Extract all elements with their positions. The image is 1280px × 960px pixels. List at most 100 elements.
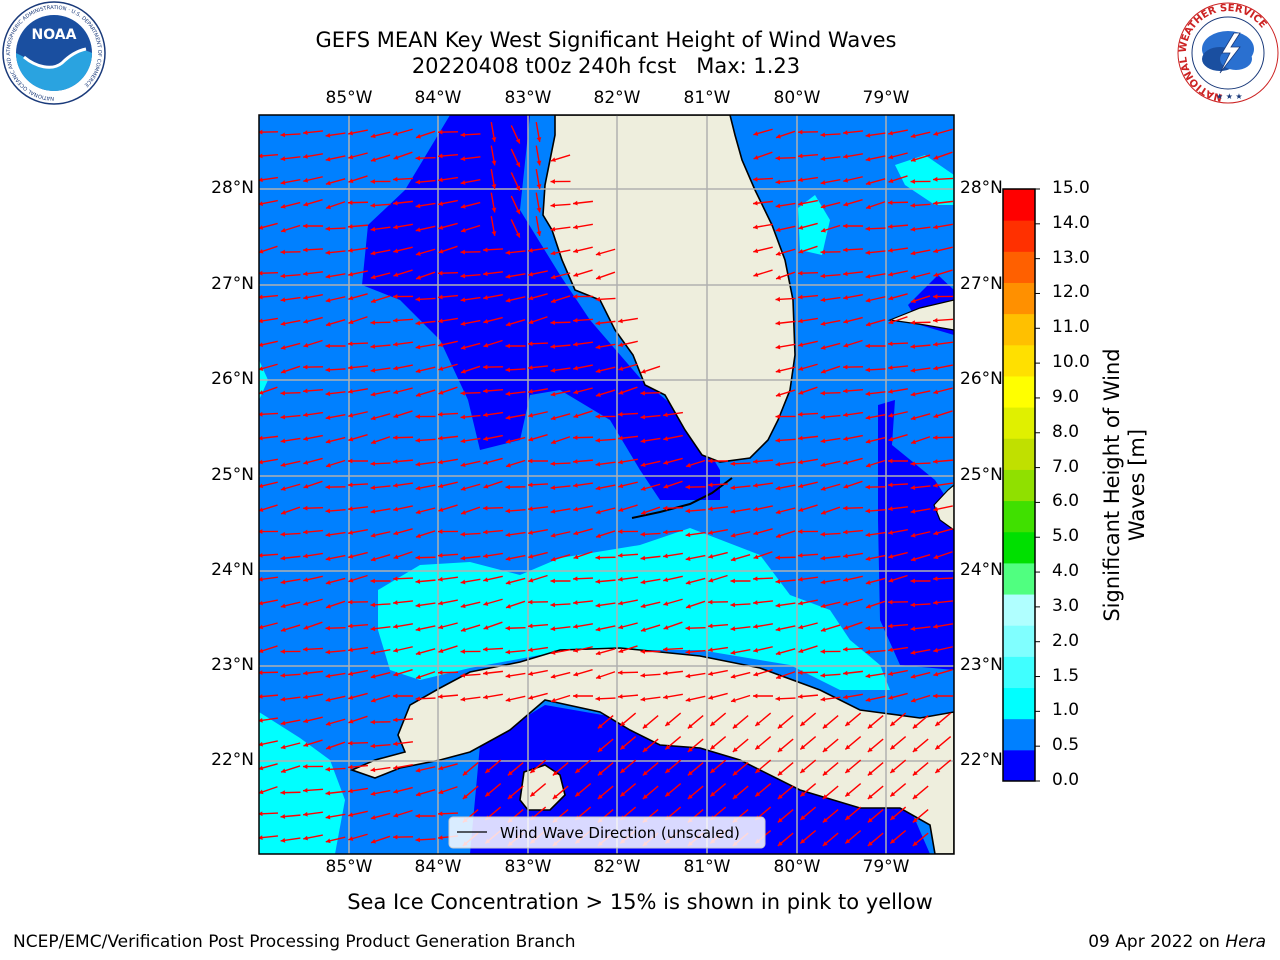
wave-arrow-head	[416, 275, 422, 280]
wave-arrow-head	[303, 223, 308, 229]
wave-arrow-head	[775, 626, 781, 632]
wave-arrow-head	[777, 841, 783, 846]
wave-arrow-head	[370, 391, 376, 397]
wave-arrow-head	[438, 553, 443, 558]
wave-arrow-head	[663, 553, 668, 559]
wave-arrow-head	[505, 484, 510, 490]
wave-arrow-head	[550, 344, 556, 349]
wave-arrow-head	[438, 459, 443, 465]
lat-label-right: 22°N	[960, 750, 1003, 770]
wave-arrow-head	[933, 294, 938, 299]
wave-arrow-head	[843, 670, 848, 676]
wave-arrow-head	[528, 530, 533, 535]
wave-arrow-head	[536, 160, 542, 166]
wave-arrow-head	[348, 200, 353, 206]
wave-arrow-head	[415, 461, 421, 467]
wave-arrow-head	[485, 768, 491, 773]
wave-arrow-head	[663, 577, 669, 583]
wave-arrow-head	[912, 770, 918, 776]
wave-arrow-head	[348, 295, 354, 301]
wave-arrow-head	[483, 601, 489, 606]
wave-arrow-head	[865, 532, 871, 538]
wave-arrow-head	[460, 414, 466, 420]
lat-label-left: 28°N	[211, 178, 254, 198]
wave-arrow-head	[595, 251, 601, 256]
wave-arrow-head	[708, 647, 713, 653]
wave-arrow-head	[798, 459, 803, 465]
wave-arrow-head	[732, 770, 738, 776]
wave-arrow-head	[280, 531, 286, 537]
wave-arrow-head	[822, 817, 828, 823]
wave-arrow-head	[912, 747, 918, 752]
colorbar-segment	[1003, 407, 1035, 439]
wave-arrow-head	[460, 156, 466, 162]
wave-arrow-head	[890, 768, 896, 773]
wave-arrow-head	[775, 461, 781, 467]
wave-arrow-head	[820, 156, 826, 162]
wave-arrow-head	[663, 412, 668, 418]
wave-arrow-head	[933, 155, 939, 160]
wave-arrow-head	[370, 767, 376, 773]
wave-arrow-head	[370, 179, 375, 184]
wave-arrow-head	[280, 790, 285, 796]
wave-arrow-head	[641, 369, 646, 374]
wave-arrow-head	[515, 138, 521, 144]
wave-arrow-head	[573, 459, 578, 464]
wave-arrow-head	[618, 694, 623, 699]
wave-arrow-head	[303, 529, 308, 535]
wave-arrow-head	[550, 320, 555, 326]
wave-arrow-head	[888, 389, 893, 394]
wave-arrow-head	[820, 249, 825, 255]
wave-arrow-head	[888, 695, 894, 700]
wave-arrow-head	[595, 320, 601, 326]
wave-arrow-head	[663, 625, 669, 630]
wave-arrow-head	[866, 604, 871, 609]
wave-arrow-head	[460, 579, 466, 585]
wave-arrow-head	[800, 768, 806, 773]
wave-arrow-head	[575, 791, 581, 797]
wave-arrow-head	[370, 415, 376, 421]
wave-arrow-head	[348, 671, 353, 676]
wave-arrow-head	[890, 721, 896, 726]
wave-arrow-head	[822, 747, 828, 752]
lat-label-left: 25°N	[211, 465, 254, 485]
wave-arrow-head	[550, 203, 556, 208]
wave-arrow-head	[730, 697, 736, 703]
wave-arrow-head	[415, 438, 421, 443]
wave-arrow-head	[775, 650, 781, 656]
wave-arrow-head	[325, 508, 331, 514]
wave-arrow-head	[820, 531, 826, 537]
wave-arrow-head	[618, 366, 624, 371]
wave-arrow-head	[393, 693, 398, 699]
wave-arrow-head	[865, 556, 871, 561]
lat-label-right: 25°N	[960, 465, 1003, 485]
colorbar-tick-label: 7.0	[1052, 456, 1080, 477]
wave-arrow-head	[708, 554, 714, 559]
wave-band-high-ne	[895, 155, 954, 205]
wave-arrow-head	[845, 838, 851, 844]
wave-arrow-head	[550, 485, 556, 490]
wave-arrow-head	[550, 650, 556, 655]
wave-arrow-head	[888, 436, 894, 442]
wave-arrow-head	[686, 604, 691, 609]
colorbar-segment	[1003, 594, 1035, 626]
wave-arrow-head	[888, 530, 893, 535]
colorbar-tick-label: 10.0	[1052, 352, 1090, 373]
wave-arrow-head	[798, 411, 803, 417]
wave-arrow-head	[505, 297, 511, 303]
wave-arrow-head	[911, 439, 916, 445]
wave-arrow-head	[483, 412, 488, 418]
wave-arrow-head	[393, 834, 398, 840]
wave-arrow-head	[325, 484, 330, 490]
wave-arrow-head	[280, 462, 286, 468]
wave-arrow-head	[303, 788, 308, 793]
wave-arrow-head	[259, 670, 263, 676]
wave-arrow-head	[393, 341, 398, 347]
wave-arrow-head	[888, 365, 893, 370]
wave-arrow-head	[888, 295, 894, 301]
wave-arrow-head	[910, 391, 916, 397]
wave-arrow-head	[280, 156, 286, 162]
wave-arrow-head	[483, 319, 489, 324]
wave-arrow-head	[865, 462, 871, 468]
wave-arrow-head	[415, 602, 421, 608]
